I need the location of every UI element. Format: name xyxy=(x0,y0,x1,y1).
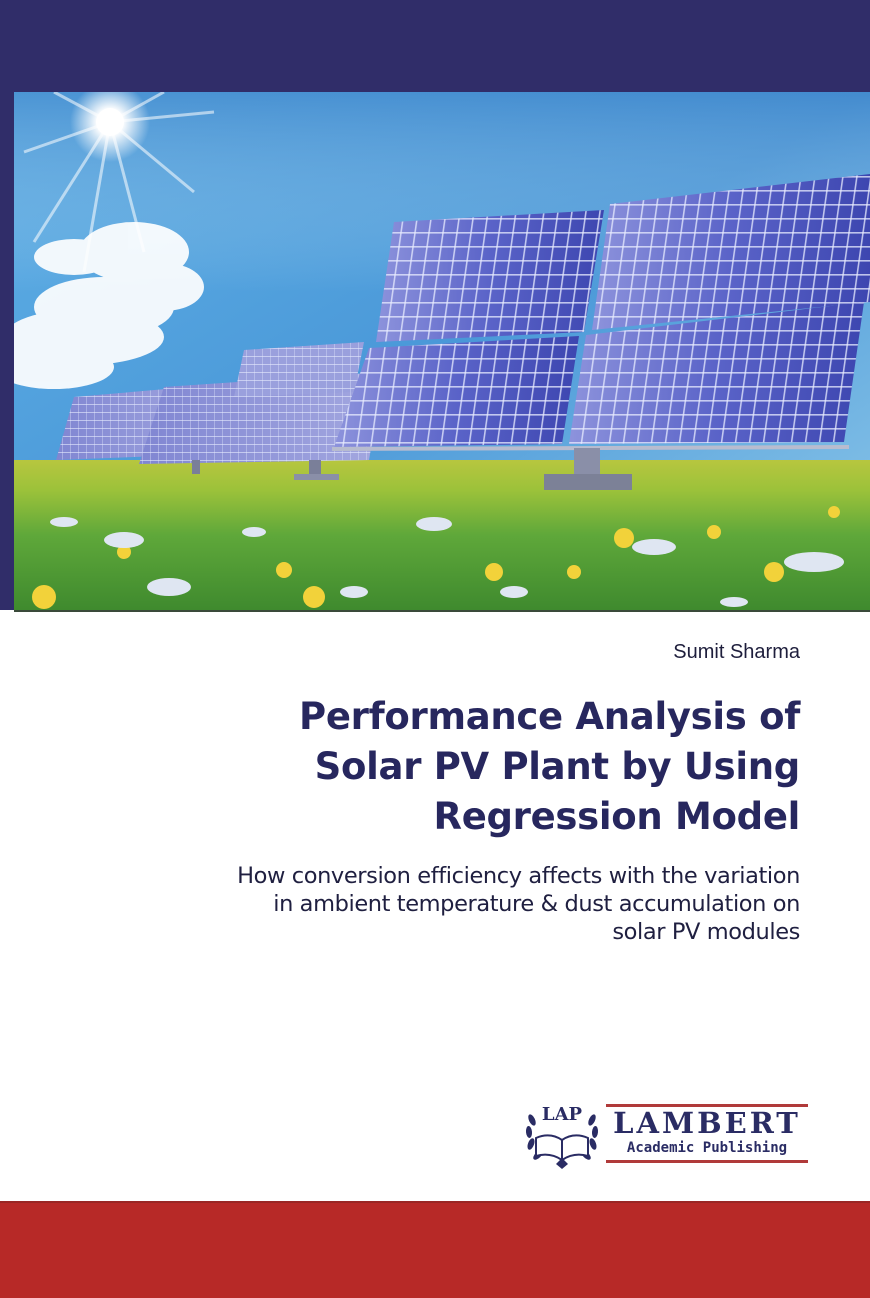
svg-text:LAP: LAP xyxy=(542,1104,583,1125)
book-title: Performance Analysis of Solar PV Plant b… xyxy=(160,692,800,842)
subtitle-line: How conversion efficiency affects with t… xyxy=(237,863,800,889)
publisher-name: LAMBERT xyxy=(613,1106,801,1140)
author-name: Sumit Sharma xyxy=(673,641,800,663)
title-line: Regression Model xyxy=(433,795,801,838)
top-color-band xyxy=(0,0,870,92)
publisher-logo: LAP LAMBERT Academic Publishing xyxy=(524,1098,814,1170)
logo-rule-bottom xyxy=(606,1160,808,1163)
subtitle-line: in ambient temperature & dust accumulati… xyxy=(273,891,800,917)
title-line: Solar PV Plant by Using xyxy=(314,745,801,788)
open-book-laurel-icon: LAP xyxy=(524,1098,600,1170)
left-color-strip xyxy=(0,92,14,610)
logo-rule-top xyxy=(606,1104,808,1107)
cover-photo xyxy=(14,92,870,612)
title-line: Performance Analysis of xyxy=(299,695,800,738)
bottom-color-band xyxy=(0,1201,870,1298)
book-subtitle: How conversion efficiency affects with t… xyxy=(80,862,800,946)
publisher-wordmark: LAMBERT Academic Publishing xyxy=(606,1104,808,1164)
publisher-subtitle: Academic Publishing xyxy=(626,1140,788,1156)
subtitle-line: solar PV modules xyxy=(612,919,800,945)
